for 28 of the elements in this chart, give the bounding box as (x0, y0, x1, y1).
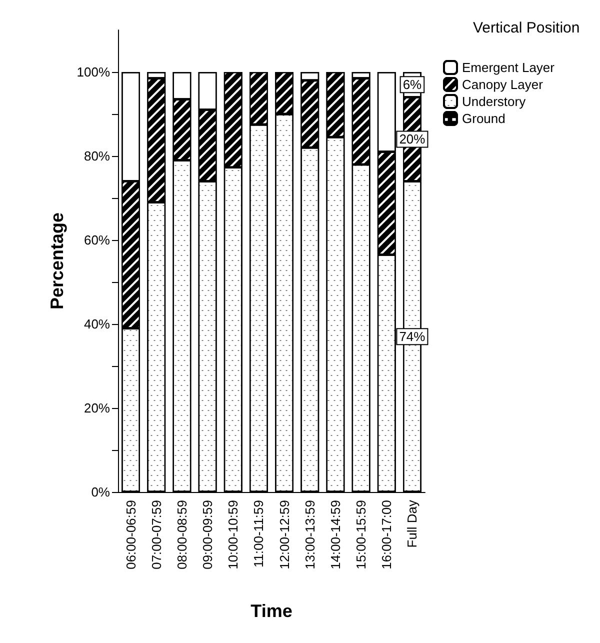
x-tick-label: 14:00-14:59 (328, 500, 343, 570)
x-tick-label: 13:00-13:59 (302, 500, 318, 570)
x-tick-label: 16:00-17:00 (379, 500, 394, 570)
x-tick-label: 06:00-06:59 (123, 500, 138, 570)
y-tick-label: 60% (84, 232, 110, 248)
legend-label: Understory (462, 94, 526, 109)
y-tick-label: 40% (84, 316, 110, 332)
y-tick-label: 100% (76, 64, 110, 80)
x-tick-label: 09:00-09:59 (200, 500, 216, 570)
y-tick-label: 20% (84, 400, 110, 416)
x-tick-label: 11:00-11:59 (251, 500, 266, 568)
x-tick-label: 12:00-12:59 (276, 500, 292, 570)
x-tick-label: Full Day (404, 500, 420, 548)
y-tick-label: 80% (84, 148, 110, 164)
y-axis-title: Percentage (46, 212, 67, 310)
legend-label: Canopy Layer (462, 77, 544, 92)
legend-label: Emergent Layer (462, 60, 556, 75)
y-tick-label: 0% (91, 484, 110, 500)
x-tick-label: 07:00-07:59 (148, 500, 164, 570)
x-tick-label: 15:00-15:59 (354, 500, 369, 570)
x-axis-title: Time (250, 601, 292, 621)
legend-label: Ground (462, 111, 506, 126)
data-label: 74% (399, 329, 426, 344)
data-label: 6% (402, 77, 422, 92)
x-tick-label: 08:00-08:59 (174, 500, 190, 570)
x-tick-label: 10:00-10:59 (226, 500, 241, 570)
legend-title: Vertical Position (473, 20, 580, 36)
data-label: 20% (399, 132, 426, 147)
